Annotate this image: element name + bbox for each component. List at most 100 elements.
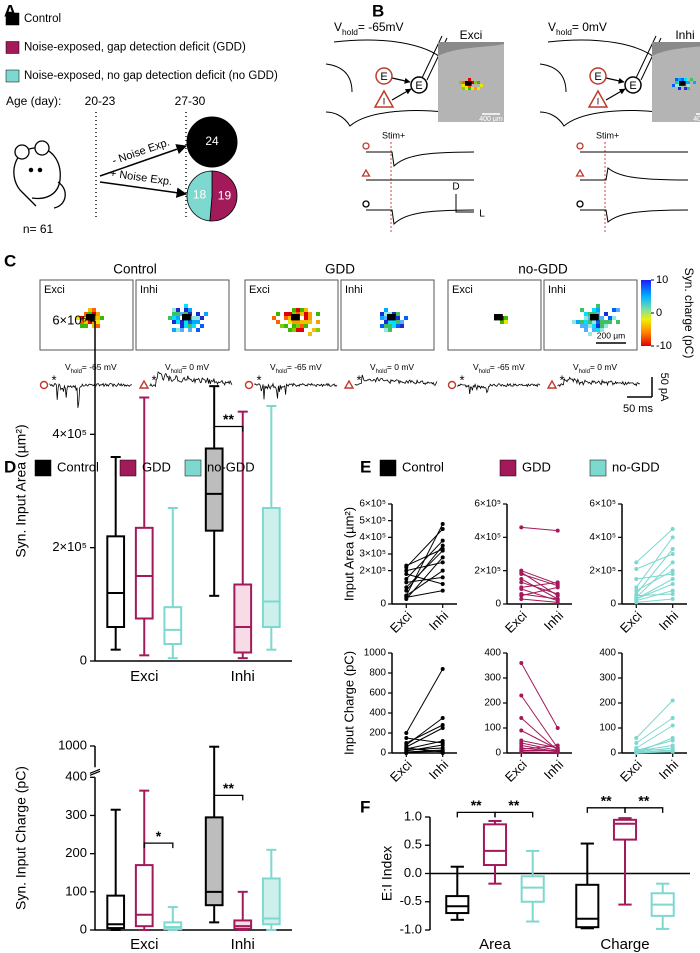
y-tick-label: 0: [610, 748, 616, 759]
map-pixel: [396, 320, 400, 324]
significance-bracket: [213, 794, 244, 801]
map-title: Inhi: [675, 28, 694, 42]
age-label: 27-30: [175, 94, 206, 108]
box: [204, 447, 224, 532]
map-pixel: [388, 324, 392, 328]
map-pixel: [596, 308, 600, 312]
vhold-sub: hold: [556, 27, 572, 37]
map-pixel: [392, 320, 396, 324]
map-pixel: [612, 316, 616, 320]
map-pixel: [588, 332, 592, 336]
map-pixel: [184, 308, 188, 312]
pair-point: [519, 572, 524, 576]
pair-point: [519, 577, 524, 581]
pair-line: [521, 598, 558, 603]
map-pixel: [462, 84, 465, 87]
pair-line: [521, 573, 558, 587]
map-title: Exci: [452, 284, 473, 296]
map-pixel: [468, 78, 471, 81]
pair-point: [519, 661, 524, 665]
map-pixel: [462, 87, 465, 90]
pair-line: [406, 749, 443, 753]
map-pixel: [380, 324, 384, 328]
pair-point: [670, 572, 675, 576]
map-pixel: [296, 320, 300, 324]
map-pixel: [384, 320, 388, 324]
map-pixel: [580, 320, 584, 324]
y-tick-label: 6×10⁵: [474, 499, 501, 510]
vhold-rest: = -65 mV: [490, 362, 525, 372]
map-pixel: [400, 324, 404, 328]
map-pixel: [404, 316, 408, 320]
group-title: GDD: [325, 262, 355, 277]
colorbar: [641, 280, 651, 346]
y-tick-label: 4×10⁵: [359, 532, 386, 543]
map-pixel: [176, 328, 180, 332]
map-pixel: [681, 78, 684, 81]
y-axis-label: Input Charge (pC): [341, 651, 356, 755]
map-pixel: [288, 312, 292, 316]
pair-line: [520, 662, 559, 729]
pair-point: [634, 747, 639, 752]
connection: [391, 88, 412, 101]
pie-slice: [186, 116, 238, 168]
vhold-sub: hold: [579, 369, 590, 375]
significance-bracket: [624, 807, 664, 813]
map-pixel: [296, 324, 300, 328]
map-pixel: [380, 312, 384, 316]
y-tick-label: 400: [599, 648, 616, 659]
pair-point: [670, 749, 675, 754]
map-pixel: [576, 320, 580, 324]
pair-line: [521, 581, 558, 595]
box: [520, 875, 545, 903]
pair-point: [404, 580, 409, 585]
connection: [605, 77, 625, 84]
pair-point: [519, 749, 524, 754]
pair-point: [555, 597, 560, 601]
map-center: [590, 314, 599, 321]
map-pixel: [316, 320, 320, 324]
pair-line: [520, 717, 559, 751]
pair-line: [636, 553, 673, 570]
pair-point: [555, 528, 560, 533]
map-pixel: [608, 320, 612, 324]
map-pixel: [690, 78, 693, 81]
map-pixel: [384, 308, 388, 312]
map-pixel: [384, 324, 388, 328]
y-tick-label: 5×10⁵: [359, 515, 386, 526]
map-pixel: [292, 324, 296, 328]
stim-marker: *: [256, 372, 261, 387]
map-pixel: [616, 320, 620, 324]
vhold-v: V: [573, 362, 579, 372]
pair-point: [634, 560, 639, 565]
vhold-label: Vhold= 0 mV: [573, 362, 617, 374]
map-pixel: [477, 87, 480, 90]
map-frame: [340, 279, 435, 351]
pair-point: [519, 738, 524, 743]
trace-marker: [546, 379, 558, 389]
map-pixel: [84, 324, 88, 328]
pair-point: [670, 716, 675, 720]
pair-line: [406, 590, 443, 598]
map-pixel: [675, 84, 678, 87]
pair-line: [521, 586, 558, 597]
compass-label: L: [479, 209, 485, 220]
pair-point: [440, 588, 445, 593]
map-pixel: [675, 81, 678, 84]
scale-label: 400 µm: [693, 116, 700, 123]
pair-point: [519, 693, 524, 698]
y-tick-label: 6×10⁵: [589, 499, 616, 510]
y-tick-label: 0: [80, 921, 87, 936]
map-pixel: [474, 81, 477, 84]
brain-outline: [539, 39, 659, 127]
map-pixel: [616, 308, 620, 312]
pair-point: [519, 716, 524, 720]
y-tick-label: 1000: [364, 648, 387, 659]
map-pixel: [392, 324, 396, 328]
neuron-label: I: [383, 96, 386, 106]
box: [482, 823, 508, 867]
vhold-label: Vhold= -65 mV: [473, 362, 525, 374]
y-axis-label: Syn. Input Charge (pC): [13, 766, 29, 910]
map-pixel: [592, 320, 596, 324]
